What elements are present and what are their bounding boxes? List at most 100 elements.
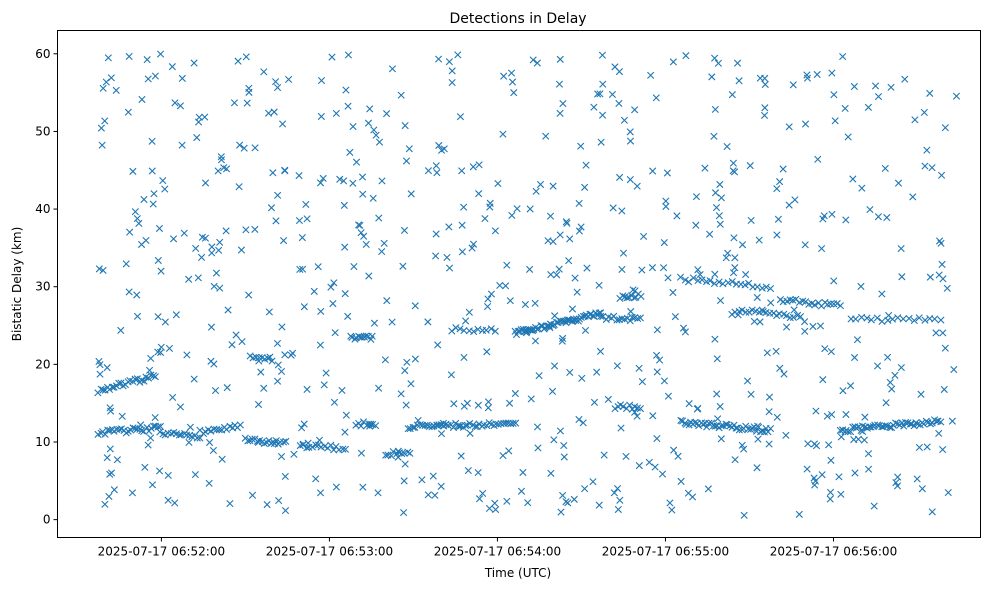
data-point: [619, 249, 628, 257]
data-point: [635, 462, 643, 470]
data-point: [341, 243, 349, 251]
data-point: [432, 162, 440, 170]
data-point: [429, 472, 437, 480]
data-point: [823, 412, 831, 420]
data-point: [881, 164, 889, 173]
data-point: [217, 156, 226, 164]
data-point: [331, 329, 339, 337]
data-point: [931, 315, 939, 323]
data-point: [281, 472, 289, 481]
data-point: [555, 265, 563, 273]
data-point: [906, 420, 914, 428]
data-point: [804, 440, 812, 448]
data-point: [742, 270, 750, 279]
data-point: [156, 348, 165, 357]
data-point: [782, 323, 791, 331]
data-point: [124, 108, 132, 116]
data-point: [819, 376, 827, 384]
data-point: [548, 387, 557, 395]
data-point: [627, 307, 635, 316]
data-point: [168, 63, 176, 71]
data-point: [532, 187, 540, 195]
data-point: [545, 322, 553, 330]
data-point: [835, 473, 843, 481]
data-point: [660, 377, 669, 385]
data-point: [694, 266, 702, 274]
data-point: [468, 244, 476, 252]
data-point: [296, 265, 304, 274]
data-point: [937, 418, 945, 426]
data-point: [226, 499, 234, 508]
data-point: [300, 303, 308, 311]
data-point: [359, 483, 367, 491]
data-point: [277, 452, 286, 461]
data-point: [556, 231, 564, 239]
data-point: [760, 111, 769, 119]
data-point: [266, 353, 274, 361]
data-point: [599, 80, 607, 88]
data-point: [154, 423, 162, 431]
data-point: [796, 313, 805, 321]
data-point: [827, 347, 835, 356]
data-point: [510, 89, 518, 97]
data-point: [151, 413, 159, 422]
data-point: [290, 450, 298, 458]
data-point: [341, 445, 350, 453]
data-point: [483, 302, 492, 311]
data-point: [151, 373, 159, 381]
data-point: [275, 497, 283, 505]
data-point: [837, 433, 845, 441]
data-point: [918, 485, 926, 493]
data-point: [899, 315, 907, 323]
data-point: [901, 75, 909, 83]
data-point: [728, 91, 736, 99]
data-point: [715, 278, 723, 286]
data-point: [161, 318, 169, 326]
data-point: [193, 134, 201, 142]
data-point: [444, 421, 452, 429]
data-point: [448, 327, 456, 335]
data-point: [165, 344, 174, 353]
data-point: [628, 313, 636, 321]
data-point: [658, 470, 667, 478]
data-point: [513, 205, 521, 213]
data-point: [458, 221, 466, 229]
data-point: [713, 355, 721, 363]
data-point: [281, 506, 290, 515]
data-point: [851, 315, 860, 323]
data-point: [125, 52, 133, 61]
data-point: [151, 72, 159, 80]
x-tick-label: 2025-07-17 06:52:00: [98, 545, 225, 559]
data-point: [169, 393, 177, 402]
data-point: [375, 384, 383, 392]
data-point: [892, 479, 900, 487]
data-point: [590, 103, 598, 111]
data-point: [608, 90, 617, 99]
data-point: [662, 202, 670, 211]
data-point: [272, 78, 280, 86]
data-point: [662, 197, 670, 205]
data-point: [355, 221, 363, 229]
data-point: [830, 91, 838, 99]
data-point: [533, 59, 541, 67]
data-point: [756, 318, 764, 326]
data-point: [952, 92, 961, 100]
data-point: [508, 211, 516, 220]
data-point: [346, 148, 354, 156]
data-point: [394, 453, 402, 461]
data-point: [465, 308, 473, 316]
data-point: [217, 153, 225, 161]
data-point: [399, 262, 407, 270]
data-point: [456, 113, 465, 121]
data-point: [207, 427, 215, 435]
data-point: [251, 144, 259, 152]
data-point: [529, 56, 537, 64]
data-point: [682, 52, 690, 60]
data-point: [626, 317, 634, 325]
data-point: [619, 292, 627, 300]
data-point: [626, 128, 634, 136]
data-point: [248, 435, 256, 443]
data-point: [664, 392, 673, 400]
data-point: [531, 337, 540, 345]
data-point: [851, 469, 859, 477]
